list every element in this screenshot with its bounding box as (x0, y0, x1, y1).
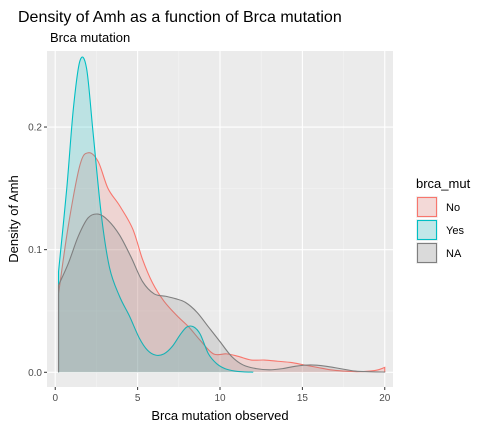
legend-key-no (416, 196, 438, 218)
chart-title: Density of Amh as a function of Brca mut… (18, 9, 342, 26)
legend-label-no: No (446, 202, 460, 214)
y-tick-label: 0.1 (28, 245, 42, 256)
legend-title: brca_mut (416, 176, 471, 191)
density-line-na (57, 213, 386, 373)
density-areas (57, 56, 386, 373)
legend-label-yes: Yes (446, 225, 464, 237)
x-tick-label: 0 (52, 393, 58, 404)
legend-key-bg-no (416, 196, 438, 218)
y-tick-label: 0.2 (28, 123, 42, 134)
legend: brca_mut No Yes NA (416, 176, 471, 264)
chart-subtitle: Brca mutation (50, 30, 130, 45)
legend-label-na: NA (446, 248, 462, 260)
x-tick-label: 15 (297, 393, 309, 404)
x-tick-label: 10 (214, 393, 226, 404)
legend-key-bg-na (416, 242, 438, 264)
x-tick-label: 5 (135, 393, 141, 404)
density-line-no (57, 152, 386, 373)
density-fill-no (58, 152, 385, 373)
y-axis-ticks: 0.0 0.1 0.2 (28, 123, 47, 379)
density-line-yes (57, 56, 254, 373)
legend-key-bg-yes (416, 219, 438, 241)
y-axis-title: Density of Amh (6, 175, 21, 262)
density-fill-na (58, 213, 385, 373)
x-axis-title: Brca mutation observed (151, 408, 288, 423)
legend-key-na (416, 242, 438, 264)
density-fill-yes (58, 56, 253, 373)
x-axis-ticks: 0 5 10 15 20 (52, 387, 391, 404)
grid-lines (47, 51, 393, 387)
legend-items: No Yes NA (416, 196, 464, 264)
y-tick-label: 0.0 (28, 368, 42, 379)
x-tick-label: 20 (379, 393, 391, 404)
legend-key-yes (416, 219, 438, 241)
